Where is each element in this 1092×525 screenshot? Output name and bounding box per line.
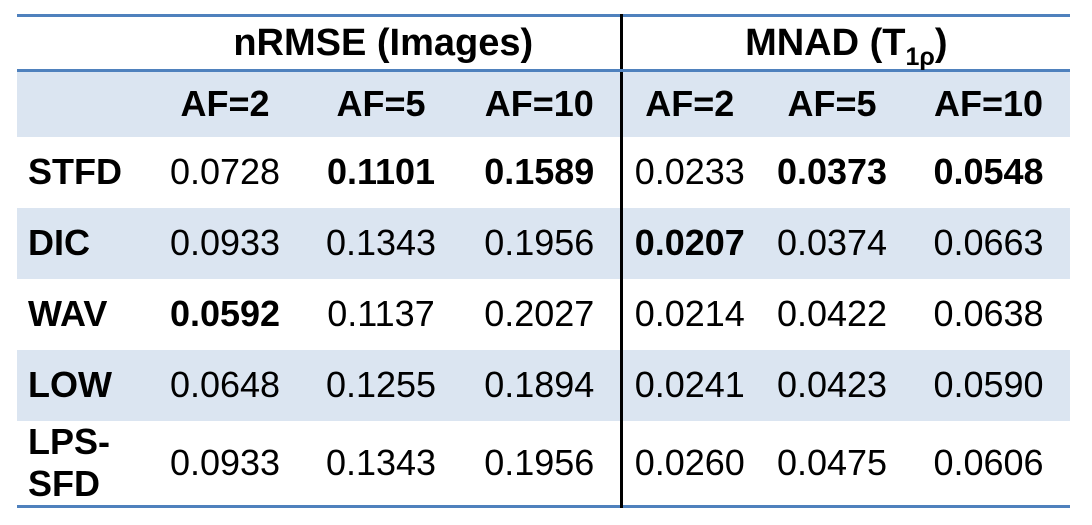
metric-value-cell: 0.0233 bbox=[619, 136, 758, 208]
table-row-lps-sfd: LPS-SFD 0.0933 0.1343 0.1956 0.0260 0.04… bbox=[17, 420, 1071, 506]
corner-cell bbox=[17, 15, 147, 72]
table-row-dic: DIC 0.0933 0.1343 0.1956 0.0207 0.0374 0… bbox=[17, 207, 1071, 279]
table-row-low: LOW 0.0648 0.1255 0.1894 0.0241 0.0423 0… bbox=[17, 349, 1071, 421]
group-header-nrmse-label: nRMSE (Images) bbox=[233, 21, 534, 64]
metric-value-cell: 0.0422 bbox=[776, 293, 888, 334]
row-label-dic: DIC bbox=[28, 222, 90, 263]
metric-value-cell: 0.1894 bbox=[484, 364, 595, 405]
metric-value-cell: 0.1343 bbox=[325, 222, 437, 263]
group-header-mnad-suffix: ) bbox=[934, 21, 948, 64]
metric-value-cell: 0.0728 bbox=[169, 151, 281, 192]
metric-value-cell: 0.1255 bbox=[325, 364, 437, 405]
metric-value-cell: 0.1343 bbox=[325, 441, 437, 483]
metric-value-cell: 0.0260 bbox=[619, 420, 758, 506]
group-header-mnad-subscript: 1ρ bbox=[905, 42, 935, 71]
metric-value-cell: 0.0648 bbox=[169, 364, 281, 405]
metric-value-cell: 0.1137 bbox=[327, 293, 435, 334]
group-header-row: nRMSE (Images) MNAD (T1ρ) bbox=[17, 15, 1071, 72]
metric-value-cell: 0.0475 bbox=[776, 441, 888, 483]
metric-value-cell: 0.0374 bbox=[776, 222, 888, 263]
column-header-af5-mnad: AF=5 bbox=[787, 83, 877, 125]
metric-value-cell: 0.0548 bbox=[933, 151, 1044, 192]
results-table-container: nRMSE (Images) MNAD (T1ρ) AF=2 AF=5 AF=1… bbox=[17, 14, 1071, 508]
column-header-af10-mnad: AF=10 bbox=[934, 83, 1044, 125]
metric-value-cell: 0.0933 bbox=[169, 441, 281, 483]
metric-value-cell: 0.0592 bbox=[169, 293, 281, 334]
column-header-af2-mnad: AF=2 bbox=[619, 70, 758, 137]
metric-value-cell: 0.0241 bbox=[619, 349, 758, 421]
metric-value-cell: 0.1101 bbox=[326, 151, 436, 192]
metric-value-cell: 0.1956 bbox=[484, 441, 595, 483]
column-header-af10-nrmse: AF=10 bbox=[484, 83, 594, 125]
row-label-stfd: STFD bbox=[28, 151, 122, 192]
group-header-nrmse: nRMSE (Images) bbox=[147, 15, 622, 72]
column-header-row: AF=2 AF=5 AF=10 AF=2 AF=5 AF=10 bbox=[17, 70, 1071, 137]
column-header-af2-nrmse: AF=2 bbox=[180, 83, 270, 125]
metric-value-cell: 0.0590 bbox=[933, 364, 1044, 405]
row-label-wav: WAV bbox=[28, 293, 108, 334]
metric-value-cell: 0.0207 bbox=[619, 207, 758, 279]
results-table: nRMSE (Images) MNAD (T1ρ) AF=2 AF=5 AF=1… bbox=[17, 14, 1071, 508]
table-row-stfd: STFD 0.0728 0.1101 0.1589 0.0233 0.0373 … bbox=[17, 136, 1071, 208]
column-header-af5-nrmse: AF=5 bbox=[336, 83, 426, 125]
metric-value-cell: 0.0423 bbox=[776, 364, 888, 405]
metric-value-cell: 0.1589 bbox=[484, 151, 595, 192]
group-header-mnad-prefix: MNAD (T bbox=[745, 21, 906, 64]
metric-value-cell: 0.0933 bbox=[169, 222, 281, 263]
metric-value-cell: 0.0638 bbox=[933, 293, 1044, 334]
metric-value-cell: 0.1956 bbox=[484, 222, 595, 263]
metric-value-cell: 0.0606 bbox=[933, 441, 1044, 483]
row-label-low: LOW bbox=[28, 364, 112, 405]
metric-value-cell: 0.0373 bbox=[776, 151, 888, 192]
group-header-mnad: MNAD (T1ρ) bbox=[619, 15, 1071, 72]
metric-value-cell: 0.0214 bbox=[619, 278, 758, 350]
metric-value-cell: 0.2027 bbox=[484, 293, 595, 334]
metric-value-cell: 0.0663 bbox=[933, 222, 1044, 263]
table-row-wav: WAV 0.0592 0.1137 0.2027 0.0214 0.0422 0… bbox=[17, 278, 1071, 350]
row-label-lps-sfd: LPS-SFD bbox=[28, 420, 111, 504]
column-header-blank bbox=[17, 71, 147, 137]
